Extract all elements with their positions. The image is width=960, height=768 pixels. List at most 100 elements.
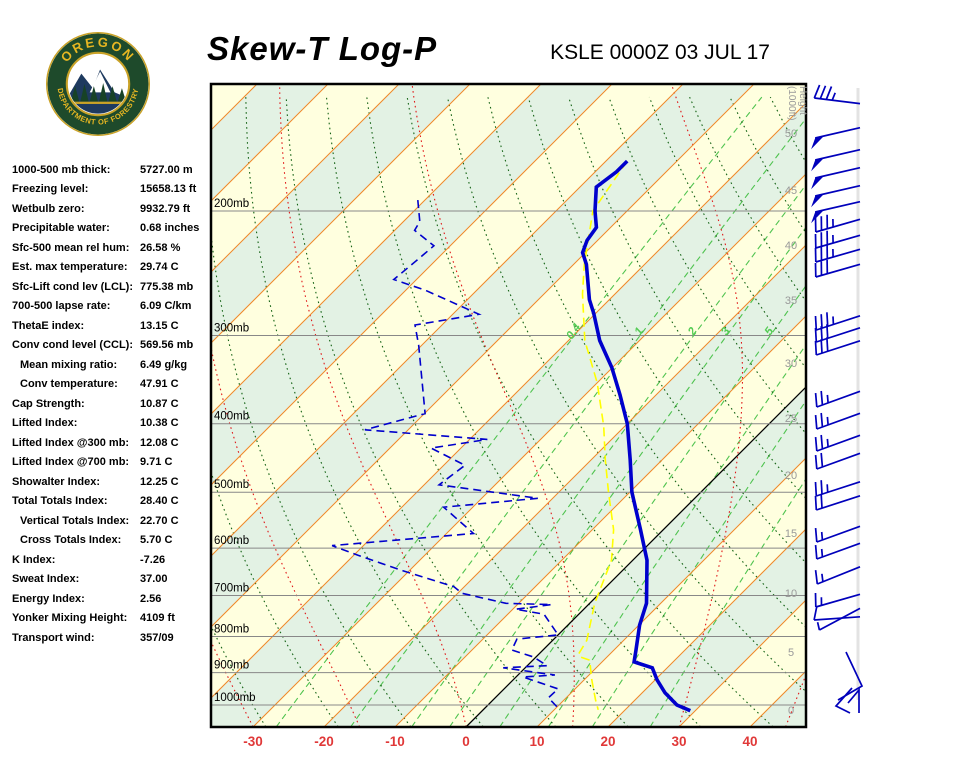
stat-label: Sfc-500 mean rel hum: [12, 241, 130, 254]
stat-row: Transport wind: 357/09 [12, 628, 217, 648]
stat-label: Conv cond level (CCL): [12, 339, 134, 352]
svg-text:35: 35 [785, 295, 797, 307]
stat-label: Conv temperature: [20, 378, 118, 391]
stat-label: 700-500 lapse rate: [12, 300, 111, 313]
stat-label: Transport wind: [12, 631, 95, 644]
stat-row: Yonker Mixing Height: 4109 ft [12, 609, 217, 629]
stat-label: Freezing level: [12, 183, 89, 196]
stat-row: Conv temperature: 47.91 C [12, 375, 217, 395]
svg-text:-10: -10 [385, 734, 405, 749]
isotherms [211, 84, 806, 727]
stat-label: Est. max temperature: [12, 261, 128, 274]
page-title: Skew-T Log-P [207, 30, 438, 67]
logo-scene [68, 69, 128, 114]
wind-barb [814, 259, 861, 278]
stat-value: 22.70 C [140, 514, 179, 527]
svg-text:10: 10 [785, 588, 797, 600]
stat-value: 13.15 C [140, 319, 179, 332]
stat-label: Sweat Index: [12, 573, 80, 586]
stat-value: -7.26 [140, 553, 166, 566]
svg-text:-30: -30 [243, 734, 263, 749]
stat-row: Lifted Index @700 mb: 9.71 C [12, 453, 217, 473]
svg-text:15: 15 [785, 528, 797, 540]
wind-barb [814, 214, 861, 233]
stat-label: Precipitable water: [12, 222, 110, 235]
wind-barb [811, 184, 861, 208]
stat-row: 700-500 lapse rate: 6.09 C/km [12, 297, 217, 317]
stat-row: Lifted Index @300 mb: 12.08 C [12, 433, 217, 453]
stat-row: Freezing level: 15658.13 ft [12, 180, 217, 200]
svg-text:300mb: 300mb [214, 322, 249, 334]
surface-wind-barb [834, 687, 853, 714]
stat-value: 10.38 C [140, 417, 179, 430]
stat-value: 9.71 C [140, 456, 173, 469]
stat-row: Sfc-500 mean rel hum: 26.58 % [12, 238, 217, 258]
wind-barb [814, 480, 861, 497]
stat-label: Wetbulb zero: [12, 202, 85, 215]
svg-text:600mb: 600mb [214, 535, 249, 547]
svg-text:800mb: 800mb [214, 624, 249, 636]
stat-label: Lifted Index @300 mb: [12, 436, 130, 449]
stat-value: 5.70 C [140, 534, 173, 547]
svg-text:Height: Height [797, 86, 808, 115]
forestry-logo-icon: OREGON DEPARTMENT OF FORESTRY [46, 32, 150, 136]
svg-text:-20: -20 [314, 734, 334, 749]
svg-text:20: 20 [600, 734, 615, 749]
svg-text:20: 20 [785, 470, 797, 482]
wind-barb [813, 84, 861, 105]
svg-text:40: 40 [742, 734, 757, 749]
stat-row: Cap Strength: 10.87 C [12, 394, 217, 414]
wind-barb [814, 324, 861, 343]
stat-label: ThetaE index: [12, 319, 85, 332]
stat-row: Wetbulb zero: 9932.79 ft [12, 199, 217, 219]
stat-label: Energy Index: [12, 592, 85, 605]
wind-barb [814, 230, 861, 249]
stat-value: 26.58 % [140, 241, 181, 254]
stat-value: 6.49 g/kg [140, 358, 188, 371]
agency-logo: OREGON DEPARTMENT OF FORESTRY [46, 32, 150, 136]
stat-value: 5727.00 m [140, 163, 193, 176]
svg-text:45: 45 [785, 185, 797, 197]
stat-label: Vertical Totals Index: [20, 514, 130, 527]
stat-row: Total Totals Index: 28.40 C [12, 492, 217, 512]
stat-row: Lifted Index: 10.38 C [12, 414, 217, 434]
stat-value: 569.56 mb [140, 339, 194, 352]
stat-row: Showalter Index: 12.25 C [12, 472, 217, 492]
stat-label: Lifted Index @700 mb: [12, 456, 130, 469]
stat-label: 1000-500 mb thick: [12, 163, 111, 176]
stat-label: Showalter Index: [12, 475, 101, 488]
stat-value: 6.09 C/km [140, 300, 192, 313]
wind-barb [814, 542, 861, 560]
stat-value: 12.08 C [140, 436, 179, 449]
svg-text:400mb: 400mb [214, 411, 249, 423]
stat-value: 357/09 [140, 631, 174, 644]
wind-barb [811, 166, 861, 190]
stat-row: Sfc-Lift cond lev (LCL): 775.38 mb [12, 277, 217, 297]
svg-text:900mb: 900mb [214, 660, 249, 672]
stat-row: Cross Totals Index: 5.70 C [12, 531, 217, 551]
stat-label: K Index: [12, 553, 56, 566]
wind-barb-column [811, 84, 864, 714]
wind-barb [814, 412, 861, 430]
dewpoint-trace [331, 200, 561, 711]
wind-barb [814, 312, 861, 331]
svg-text:0: 0 [788, 705, 794, 717]
wind-barb [811, 200, 861, 224]
stat-row: Vertical Totals Index: 22.70 C [12, 511, 217, 531]
stat-label: Cap Strength: [12, 397, 85, 410]
stat-label: Lifted Index: [12, 417, 78, 430]
wind-barb [814, 452, 861, 470]
temp-axis-labels: -30 -20 -10 0 10 20 30 40 [243, 734, 757, 749]
wind-barb [811, 148, 861, 172]
stat-value: 775.38 mb [140, 280, 194, 293]
temperature-trace [580, 159, 692, 713]
svg-text:0: 0 [462, 734, 470, 749]
svg-text:10: 10 [529, 734, 544, 749]
stat-row: Precipitable water: 0.68 inches [12, 219, 217, 239]
stat-row: ThetaE index: 13.15 C [12, 316, 217, 336]
svg-text:50: 50 [785, 128, 797, 140]
